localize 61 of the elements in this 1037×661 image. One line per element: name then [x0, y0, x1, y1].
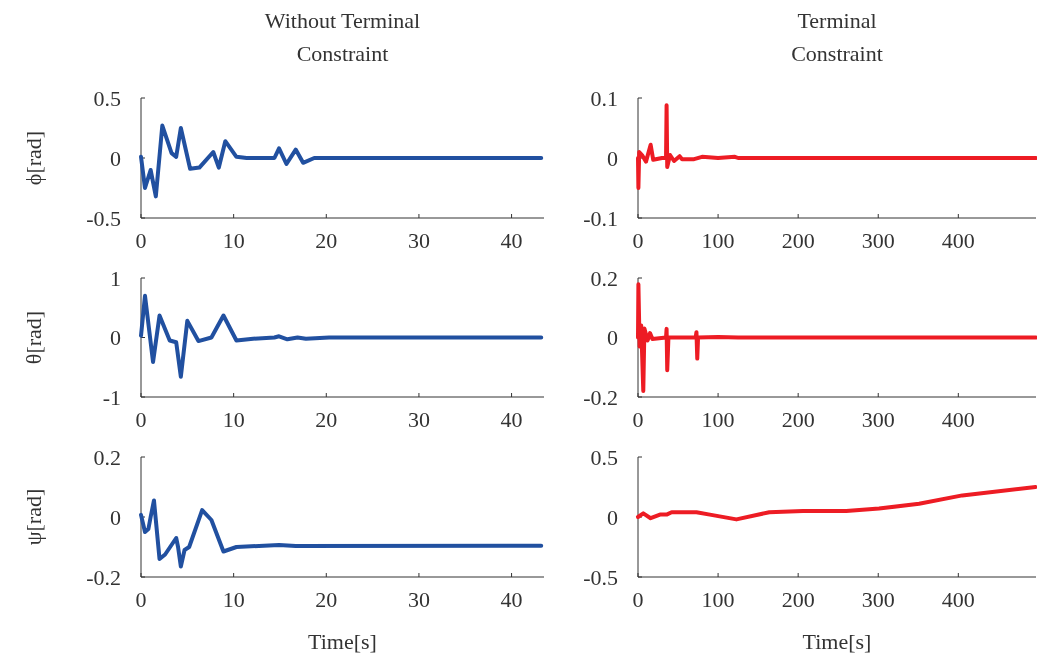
x-tick-label: 100: [701, 407, 735, 432]
y-tick-label: 0: [110, 504, 121, 530]
line-series: [636, 282, 1037, 394]
x-tick-label: 200: [781, 228, 815, 253]
x-tick-label: 300: [861, 407, 895, 432]
x-axis-title: Time[s]: [308, 629, 377, 654]
y-tick-label: 0.2: [590, 265, 618, 291]
y-tick-label: -0.2: [86, 564, 121, 590]
x-tick-label: 0: [135, 407, 147, 432]
x-tick-label: 400: [941, 228, 975, 253]
y-axis-title: θ[rad]: [21, 310, 46, 365]
y-tick-label: -0.1: [583, 205, 618, 231]
x-tick-label: 40: [500, 587, 523, 612]
x-tick-label: 300: [861, 228, 895, 253]
chart-title: Without Terminal Constraint: [264, 8, 421, 66]
y-tick-label: 0: [607, 145, 618, 171]
x-tick-label: 0: [135, 228, 147, 253]
x-tick-label: 300: [861, 587, 895, 612]
x-tick-label: 0: [632, 228, 644, 253]
x-tick-label: 10: [222, 407, 245, 432]
x-tick-label: 200: [781, 587, 815, 612]
y-tick-label: 0.5: [93, 85, 121, 111]
line-series: [636, 485, 1037, 522]
x-tick-label: 30: [407, 587, 430, 612]
x-tick-label: 100: [701, 587, 735, 612]
y-tick-label: -0.5: [86, 205, 121, 231]
chart-title: Terminal Constraint: [791, 8, 883, 66]
y-tick-label: 0: [607, 504, 618, 530]
y-tick-label: -1: [102, 384, 121, 410]
x-tick-label: 40: [500, 228, 523, 253]
y-tick-label: 0.5: [590, 444, 618, 470]
x-tick-label: 10: [222, 587, 245, 612]
line-series: [139, 293, 544, 379]
y-tick-label: -0.2: [583, 384, 618, 410]
y-tick-label: 0: [607, 325, 618, 351]
x-tick-label: 10: [222, 228, 245, 253]
x-tick-label: 400: [941, 587, 975, 612]
x-tick-label: 30: [407, 407, 430, 432]
x-tick-label: 100: [701, 228, 735, 253]
x-axis-title: Time[s]: [802, 629, 872, 654]
x-tick-label: 20: [315, 587, 338, 612]
y-tick-label: 0: [110, 325, 121, 351]
line-series: [636, 103, 1037, 190]
x-tick-label: 400: [941, 407, 975, 432]
y-tick-label: 0.1: [590, 85, 618, 111]
line-series: [139, 123, 544, 199]
y-tick-label: 0.2: [93, 444, 121, 470]
x-tick-label: 0: [135, 587, 147, 612]
x-tick-label: 0: [632, 587, 644, 612]
x-tick-label: 30: [407, 228, 430, 253]
y-axis-title: ψ[rad]: [21, 488, 46, 546]
y-tick-label: -0.5: [583, 564, 618, 590]
y-tick-label: 1: [110, 265, 121, 291]
x-tick-label: 200: [781, 407, 815, 432]
y-axis-title: ϕ[rad]: [21, 130, 46, 186]
x-tick-label: 20: [315, 407, 338, 432]
line-series: [139, 498, 544, 569]
x-tick-label: 40: [500, 407, 523, 432]
y-tick-label: 0: [110, 145, 121, 171]
x-tick-label: 0: [632, 407, 644, 432]
x-tick-label: 20: [315, 228, 338, 253]
